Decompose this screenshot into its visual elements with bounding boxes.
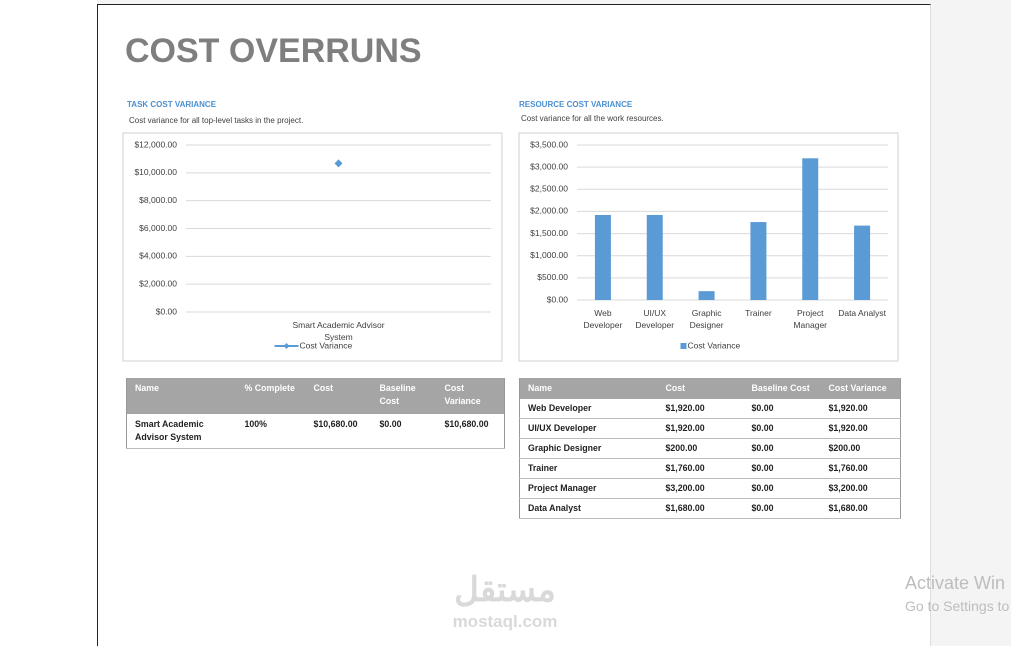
watermark-site: mostaql.com bbox=[452, 612, 558, 631]
header-cell: Baseline Cost bbox=[371, 378, 437, 414]
background bbox=[0, 0, 97, 646]
y-tick-label: $6,000.00 bbox=[139, 223, 177, 233]
table-cell: 100% bbox=[236, 414, 306, 449]
table-cell: $0.00 bbox=[743, 498, 821, 519]
y-tick-label: $1,000.00 bbox=[530, 250, 568, 260]
data-table: Name Cost Baseline Cost Cost Variance Web De… bbox=[519, 378, 901, 519]
y-tick-label: $3,000.00 bbox=[530, 161, 568, 171]
bar bbox=[698, 291, 715, 300]
data-table: Name% Complete Cost Baseline Cost Cost Vari… bbox=[126, 378, 505, 449]
table-cell: $1,680.00 bbox=[820, 498, 901, 519]
point-marker bbox=[334, 159, 343, 168]
legend-label: Cost Variance bbox=[300, 340, 353, 350]
header-row: Name Cost Baseline Cost Cost Variance bbox=[519, 378, 901, 399]
y-tick-label: $0.00 bbox=[156, 306, 178, 316]
table-cell: UI/UX Developer bbox=[519, 418, 658, 439]
y-tick-label: $2,000.00 bbox=[139, 278, 177, 288]
bar bbox=[594, 214, 611, 300]
table-cell: $1,760.00 bbox=[657, 458, 744, 479]
chart-frame bbox=[518, 132, 899, 362]
header-cell: Cost bbox=[657, 378, 744, 399]
table-cell: $0.00 bbox=[743, 418, 821, 439]
table-cell: $0.00 bbox=[743, 399, 821, 419]
y-tick-label: $12,000.00 bbox=[134, 139, 177, 149]
header-cell: % Complete bbox=[236, 378, 306, 414]
header-cell: Cost Variance bbox=[436, 378, 505, 414]
y-tick-label: $2,000.00 bbox=[530, 206, 568, 216]
table-cell: $1,920.00 bbox=[657, 399, 744, 419]
header-cell: Cost Variance bbox=[820, 378, 901, 399]
table-cell: $1,760.00 bbox=[820, 458, 901, 479]
chart-title: RESOURCE COST VARIANCE bbox=[519, 100, 633, 109]
legend-label: Cost Variance bbox=[688, 340, 741, 350]
table-cell: $1,920.00 bbox=[657, 418, 744, 439]
watermark-logo: مستقل bbox=[454, 571, 556, 609]
y-tick-label: $500.00 bbox=[537, 272, 568, 282]
table-cell: $0.00 bbox=[743, 458, 821, 479]
header-cell: Name bbox=[126, 378, 237, 414]
table-cell: $1,920.00 bbox=[820, 399, 901, 419]
x-tick-label: Smart Academic Advisor System bbox=[292, 320, 385, 342]
table-cell: Web Developer bbox=[519, 399, 658, 419]
table-row: Project Manager $3,200.00 $0.00 $3,200.00 bbox=[519, 478, 901, 499]
table-row: Data Analyst $1,680.00 $0.00 $1,680.00 bbox=[519, 498, 901, 519]
table-row: UI/UX Developer $1,920.00 $0.00 $1,920.00 bbox=[519, 418, 901, 439]
table-cell: $10,680.00 bbox=[305, 414, 372, 449]
y-tick-label: $2,500.00 bbox=[530, 184, 568, 194]
header-cell: Name bbox=[519, 378, 658, 399]
table-cell: $200.00 bbox=[820, 438, 901, 459]
table-cell: Graphic Designer bbox=[519, 438, 658, 459]
y-tick-label: $3,500.00 bbox=[530, 139, 568, 149]
x-tick-label: Data Analyst bbox=[838, 308, 886, 318]
bar bbox=[646, 214, 663, 300]
x-tick-label: UI/UX Developer bbox=[635, 308, 675, 330]
y-tick-label: $4,000.00 bbox=[139, 251, 177, 261]
bar bbox=[802, 158, 819, 300]
activation-title: Activate Win bbox=[905, 573, 1006, 593]
table-row: Web Developer $1,920.00 $0.00 $1,920.00 bbox=[519, 399, 901, 419]
y-tick-label: $10,000.00 bbox=[134, 167, 177, 177]
table-cell: $3,200.00 bbox=[657, 478, 744, 499]
y-tick-label: $1,500.00 bbox=[530, 228, 568, 238]
table-cell: Project Manager bbox=[519, 478, 658, 499]
table-cell: $10,680.00 bbox=[436, 414, 505, 449]
chart-frame bbox=[122, 132, 503, 362]
y-tick-label: $0.00 bbox=[547, 294, 569, 304]
legend-swatch bbox=[283, 343, 290, 349]
table-row: Smart Academic Advisor System 100% $10,680… bbox=[126, 414, 505, 449]
table-row: Graphic Designer $200.00 $0.00 $200.00 bbox=[519, 438, 901, 459]
report-title: COST OVERRUNS bbox=[125, 32, 422, 70]
table-row: Trainer $1,760.00 $0.00 $1,760.00 bbox=[519, 458, 901, 479]
header-cell: Baseline Cost bbox=[743, 378, 821, 399]
chart-subtitle: Cost variance for all the work resources… bbox=[521, 114, 664, 123]
legend-swatch bbox=[680, 343, 687, 349]
chart-subtitle: Cost variance for all top-level tasks in… bbox=[129, 116, 303, 125]
header-row: Name% Complete Cost Baseline Cost Cost Vari… bbox=[126, 378, 505, 414]
table-cell: Trainer bbox=[519, 458, 658, 479]
x-tick-label: Project Manager bbox=[793, 308, 828, 330]
x-tick-label: Graphic Designer bbox=[689, 308, 724, 330]
x-tick-label: Trainer bbox=[745, 308, 772, 318]
header-cell: Cost bbox=[305, 378, 372, 414]
activation-text: Go to Settings to bbox=[905, 598, 1010, 614]
x-tick-label: Web Developer bbox=[583, 308, 623, 330]
bar bbox=[750, 222, 767, 300]
bar bbox=[854, 225, 871, 300]
table-cell: $200.00 bbox=[657, 438, 744, 459]
table-cell: $3,200.00 bbox=[820, 478, 901, 499]
table-cell: $1,680.00 bbox=[657, 498, 744, 519]
table-cell: $1,920.00 bbox=[820, 418, 901, 439]
table-cell: Smart Academic Advisor System bbox=[126, 414, 237, 449]
table-cell: $0.00 bbox=[743, 478, 821, 499]
y-tick-label: $8,000.00 bbox=[139, 195, 177, 205]
table-cell: Data Analyst bbox=[519, 498, 658, 519]
table-cell: $0.00 bbox=[743, 438, 821, 459]
chart-title: TASK COST VARIANCE bbox=[127, 100, 217, 109]
table-cell: $0.00 bbox=[371, 414, 437, 449]
